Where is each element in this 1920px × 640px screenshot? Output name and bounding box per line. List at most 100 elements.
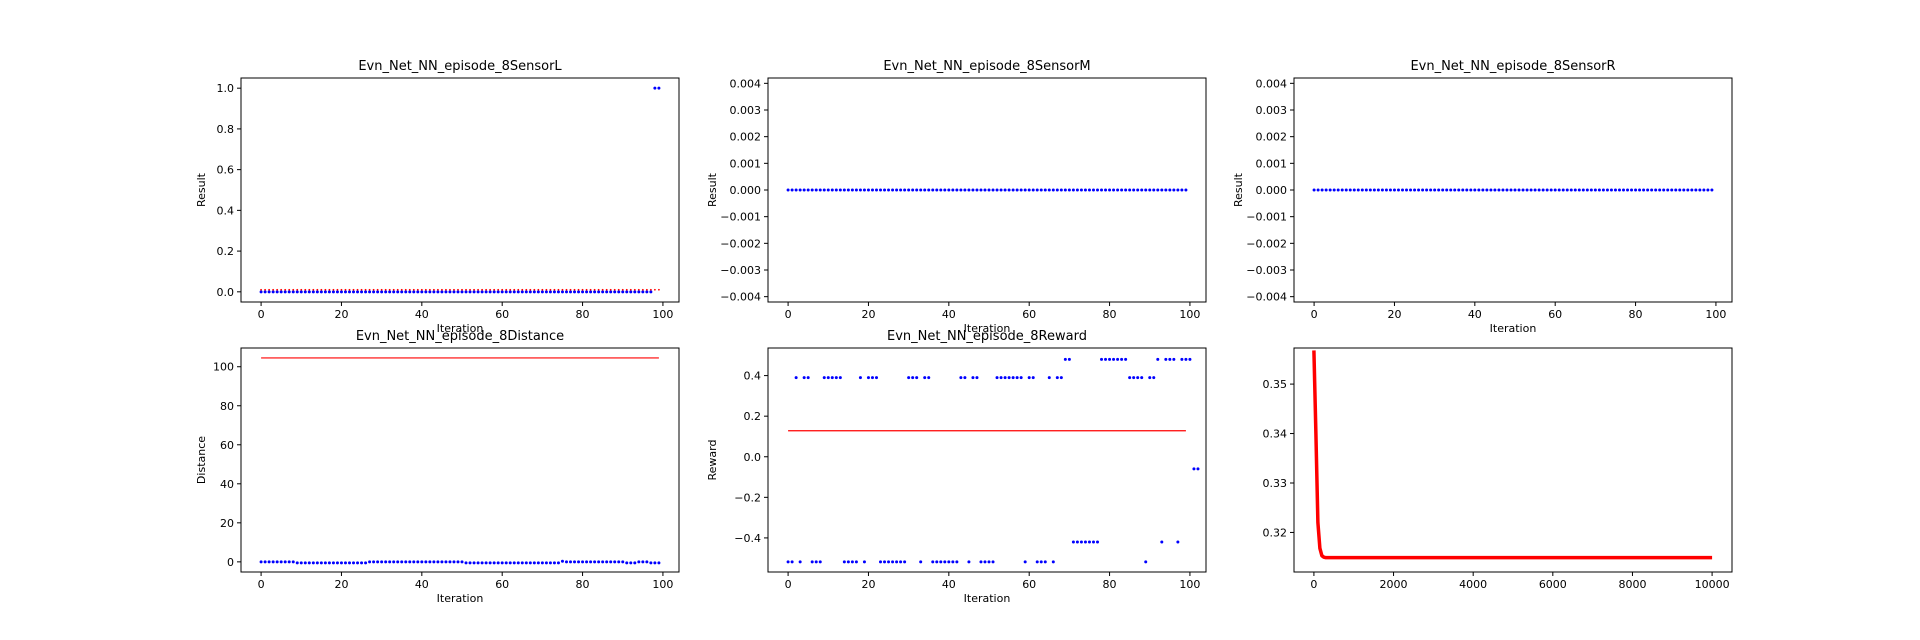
data-point <box>983 560 987 564</box>
data-point <box>826 188 830 192</box>
x-tick-label: 40 <box>415 308 429 321</box>
data-point <box>1019 188 1023 192</box>
data-point <box>299 290 303 294</box>
series-1 <box>1312 188 1714 192</box>
x-tick-label: 0 <box>785 308 792 321</box>
data-point <box>536 561 540 565</box>
data-point <box>963 188 967 192</box>
data-point <box>629 561 633 565</box>
data-point <box>1380 188 1384 192</box>
data-point <box>806 376 810 380</box>
series-2 <box>260 288 660 291</box>
y-tick-label: −0.002 <box>1246 237 1287 250</box>
y-tick-label: 0.001 <box>1256 157 1288 170</box>
data-point <box>883 188 887 192</box>
x-tick-label: 0 <box>785 578 792 591</box>
data-point <box>279 560 283 564</box>
x-tick-label: 60 <box>495 578 509 591</box>
data-point <box>352 290 356 294</box>
data-point <box>919 560 923 564</box>
data-point <box>798 560 802 564</box>
data-point <box>1083 540 1087 544</box>
data-point <box>267 290 271 294</box>
data-point <box>581 560 585 564</box>
data-point <box>295 561 299 565</box>
data-point <box>457 288 459 291</box>
data-point <box>1445 188 1449 192</box>
data-point <box>1360 188 1364 192</box>
data-point <box>1160 188 1164 192</box>
data-point <box>1124 357 1128 361</box>
y-axis-label: Result <box>1232 172 1245 207</box>
data-point <box>1128 188 1132 192</box>
data-point <box>947 560 951 564</box>
data-point <box>272 288 275 291</box>
chart-title: Evn_Net_NN_episode_8SensorR <box>1410 59 1615 74</box>
data-point <box>339 561 343 565</box>
data-point <box>428 288 431 291</box>
y-tick-label: 0.32 <box>1263 526 1288 539</box>
data-point <box>315 290 319 294</box>
y-tick-label: 0.000 <box>730 184 762 197</box>
data-point <box>1364 188 1368 192</box>
data-point <box>560 559 564 563</box>
data-point <box>533 288 536 291</box>
data-point <box>372 288 375 291</box>
data-point <box>1043 560 1047 564</box>
data-point <box>464 561 468 565</box>
data-point <box>907 188 911 192</box>
data-point <box>613 288 616 291</box>
data-point <box>1015 376 1019 380</box>
data-point <box>489 288 492 291</box>
data-point <box>1634 188 1638 192</box>
data-point <box>496 290 500 294</box>
data-point <box>1577 188 1581 192</box>
y-tick-label: 0.34 <box>1263 428 1288 441</box>
data-point <box>296 288 299 291</box>
data-point <box>545 288 548 291</box>
x-tick-label: 60 <box>1022 578 1036 591</box>
data-point <box>291 290 295 294</box>
data-point <box>858 188 862 192</box>
data-point <box>887 560 891 564</box>
data-point <box>271 290 275 294</box>
data-point <box>331 290 335 294</box>
data-point <box>1485 188 1489 192</box>
data-point <box>915 376 919 380</box>
data-point <box>356 561 360 565</box>
data-point <box>275 560 279 564</box>
data-point <box>316 288 319 291</box>
data-point <box>1148 188 1152 192</box>
data-point <box>569 288 572 291</box>
data-point <box>460 560 464 564</box>
x-tick-label: 80 <box>1103 578 1117 591</box>
data-point <box>348 288 351 291</box>
data-point <box>1376 188 1380 192</box>
data-point <box>1477 188 1481 192</box>
data-point <box>324 288 327 291</box>
data-point <box>613 560 617 564</box>
data-point <box>504 561 508 565</box>
data-point <box>891 560 895 564</box>
axes-frame <box>767 347 1207 573</box>
data-point <box>283 560 287 564</box>
data-point <box>1674 188 1678 192</box>
data-point <box>1328 188 1332 192</box>
data-point <box>1501 188 1505 192</box>
data-point <box>601 560 605 564</box>
data-point <box>1184 357 1188 361</box>
data-point <box>441 288 443 291</box>
axes-frame <box>240 347 680 573</box>
data-point <box>1324 188 1328 192</box>
data-point <box>276 288 279 291</box>
data-point <box>480 290 484 294</box>
data-point <box>597 290 601 294</box>
data-point <box>537 288 540 291</box>
data-point <box>939 188 943 192</box>
data-point <box>388 560 392 564</box>
data-point <box>400 288 403 291</box>
data-point <box>931 188 935 192</box>
data-point <box>1654 188 1658 192</box>
data-point <box>585 290 589 294</box>
data-point <box>492 561 496 565</box>
